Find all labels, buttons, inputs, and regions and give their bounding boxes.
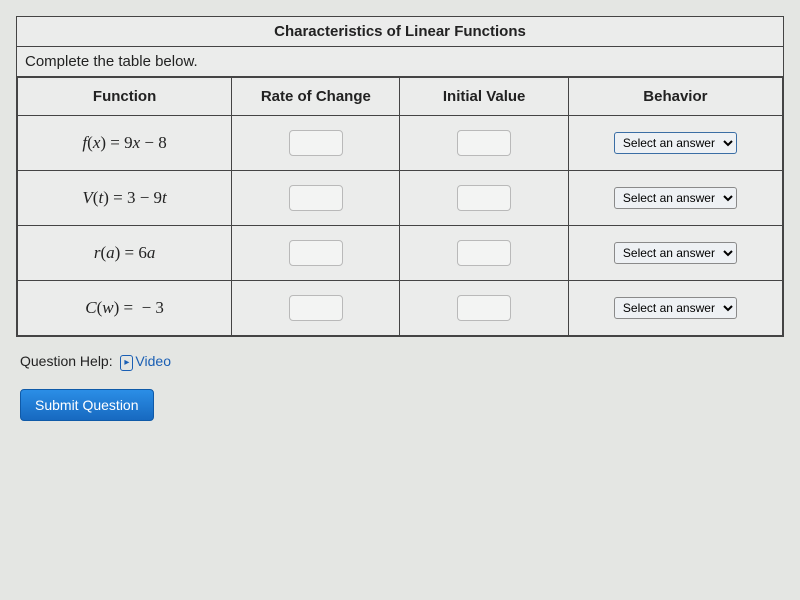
behavior-select[interactable]: Select an answer	[614, 297, 737, 319]
behavior-select[interactable]: Select an answer	[614, 242, 737, 264]
function-expression: C(w) = − 3	[18, 281, 232, 336]
rate-input[interactable]	[289, 185, 343, 211]
rate-cell	[232, 226, 400, 281]
rate-input[interactable]	[289, 295, 343, 321]
function-expression: V(t) = 3 − 9t	[18, 171, 232, 226]
data-table-wrap: Function Rate of Change Initial Value Be…	[17, 77, 784, 337]
table-row: V(t) = 3 − 9t Select an answer	[18, 171, 783, 226]
behavior-cell: Select an answer	[568, 226, 782, 281]
rate-cell	[232, 171, 400, 226]
initial-cell	[400, 226, 568, 281]
initial-input[interactable]	[457, 130, 511, 156]
behavior-select[interactable]: Select an answer	[614, 132, 737, 154]
table-title: Characteristics of Linear Functions	[17, 17, 784, 47]
initial-input[interactable]	[457, 295, 511, 321]
table-row: r(a) = 6a Select an answer	[18, 226, 783, 281]
rate-cell	[232, 116, 400, 171]
initial-input[interactable]	[457, 240, 511, 266]
rate-input[interactable]	[289, 240, 343, 266]
initial-input[interactable]	[457, 185, 511, 211]
submit-button[interactable]: Submit Question	[20, 389, 154, 421]
col-function: Function	[18, 78, 232, 116]
submit-label: Submit Question	[35, 397, 139, 413]
play-icon: ▸	[120, 355, 133, 371]
table-row: C(w) = − 3 Select an answer	[18, 281, 783, 336]
video-label: Video	[135, 353, 171, 369]
instruction-text: Complete the table below.	[17, 47, 784, 77]
behavior-cell: Select an answer	[568, 171, 782, 226]
initial-cell	[400, 116, 568, 171]
function-expression: r(a) = 6a	[18, 226, 232, 281]
initial-cell	[400, 281, 568, 336]
rate-input[interactable]	[289, 130, 343, 156]
behavior-cell: Select an answer	[568, 116, 782, 171]
function-expression: f(x) = 9x − 8	[18, 116, 232, 171]
behavior-cell: Select an answer	[568, 281, 782, 336]
col-rate: Rate of Change	[232, 78, 400, 116]
video-link[interactable]: ▸Video	[120, 353, 171, 369]
initial-cell	[400, 171, 568, 226]
help-label: Question Help:	[20, 353, 113, 369]
col-initial: Initial Value	[400, 78, 568, 116]
table-row: f(x) = 9x − 8 Select an answer	[18, 116, 783, 171]
question-help: Question Help: ▸Video	[20, 353, 780, 371]
header-row: Function Rate of Change Initial Value Be…	[18, 78, 783, 116]
behavior-select[interactable]: Select an answer	[614, 187, 737, 209]
question-table: Characteristics of Linear Functions Comp…	[16, 16, 784, 337]
rate-cell	[232, 281, 400, 336]
col-behavior: Behavior	[568, 78, 782, 116]
data-table: Function Rate of Change Initial Value Be…	[17, 77, 783, 336]
